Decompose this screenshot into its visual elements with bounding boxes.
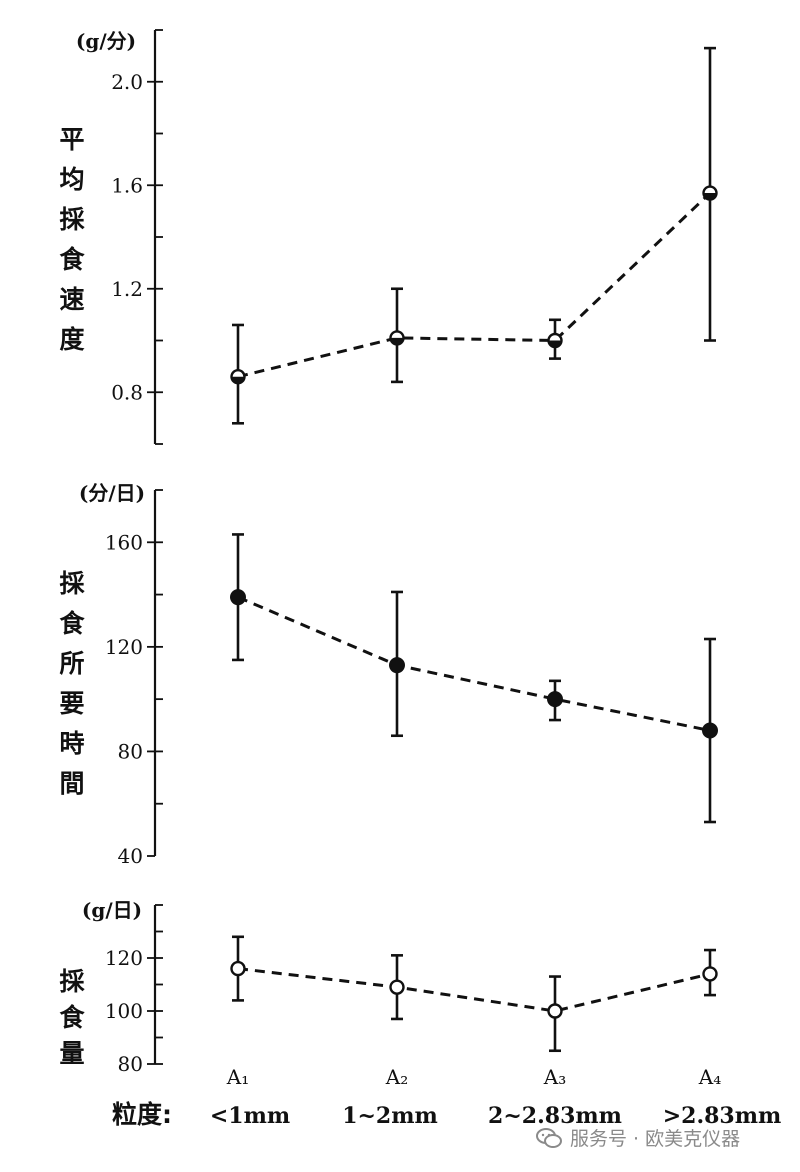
data-point <box>389 979 405 995</box>
data-point <box>547 1003 563 1019</box>
granularity-value: 2~2.83mm <box>488 1103 622 1129</box>
watermark: 服务号 · 欧美克仪器 <box>536 1124 740 1151</box>
y-label-char: 採 <box>59 205 85 234</box>
y-label-char: 平 <box>59 125 84 154</box>
unit-label-speed: (g/分) <box>76 29 136 53</box>
y-label-char: 時 <box>59 729 84 758</box>
y-label-char: 要 <box>59 689 84 718</box>
granularity-value: >2.83mm <box>663 1103 782 1129</box>
x-group-label: A₂ <box>385 1065 408 1089</box>
unit-label-amount: (g/日) <box>82 898 142 922</box>
data-point-half <box>703 193 717 200</box>
unit-label-time: (分/日) <box>79 481 145 505</box>
data-point <box>547 691 563 708</box>
y-tick-label: 160 <box>105 530 143 554</box>
y-label-char: 採 <box>59 967 85 996</box>
y-label-char: 均 <box>59 165 84 194</box>
granularity-value: <1mm <box>210 1103 290 1129</box>
data-point <box>702 966 718 982</box>
y-tick-label: 80 <box>118 1052 143 1076</box>
granularity-label: 粒度: <box>112 1100 172 1129</box>
y-tick-label: 120 <box>105 635 143 659</box>
x-group-label: A₃ <box>543 1065 566 1089</box>
series-line-time <box>237 595 711 732</box>
x-group-label: A₄ <box>698 1065 721 1089</box>
y-label-char: 採 <box>59 569 85 598</box>
granularity-value: 1~2mm <box>342 1103 438 1129</box>
y-label-char: 間 <box>59 769 84 798</box>
data-point-half <box>548 340 562 347</box>
data-point <box>230 589 246 606</box>
data-point <box>702 722 718 739</box>
y-tick-label: 80 <box>118 739 143 763</box>
y-tick-label: 120 <box>105 946 143 970</box>
wechat-icon <box>536 1127 562 1148</box>
y-label-char: 食 <box>59 245 85 274</box>
y-label-char: 所 <box>59 649 84 678</box>
y-tick-label: 0.8 <box>111 380 143 404</box>
y-label-char: 量 <box>59 1039 84 1068</box>
y-label-char: 速 <box>59 285 84 314</box>
data-point-half <box>390 337 404 345</box>
x-group-label: A₁ <box>226 1065 249 1089</box>
y-tick-label: 100 <box>105 999 143 1023</box>
y-tick-label: 1.6 <box>111 173 143 197</box>
y-tick-label: 2.0 <box>111 70 143 94</box>
y-label-char: 食 <box>59 609 85 638</box>
data-point <box>389 657 405 674</box>
y-label-char: 食 <box>59 1003 85 1032</box>
series-line-amount <box>237 967 711 1013</box>
y-label-char: 度 <box>59 325 84 354</box>
watermark-text: 服务号 · 欧美克仪器 <box>570 1128 741 1150</box>
data-point-half <box>231 376 245 384</box>
series-line-speed <box>237 191 712 379</box>
y-tick-label: 40 <box>118 844 143 868</box>
data-point <box>230 960 246 977</box>
y-tick-label: 1.2 <box>111 277 143 301</box>
